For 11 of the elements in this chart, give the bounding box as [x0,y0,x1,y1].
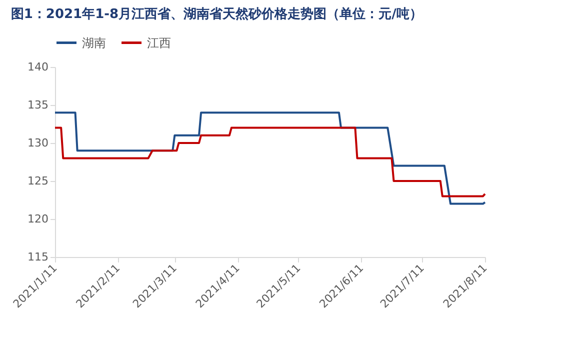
y-tick-label: 115 [28,250,48,264]
line-series [54,126,486,198]
legend-label: 江西 [147,36,171,50]
y-tick-label: 140 [28,60,48,74]
line-series [54,112,486,205]
y-tick-label: 125 [28,174,48,188]
chart-title: 图1：2021年1-8月江西省、湖南省天然砂价格走势图（单位：元/吨） [10,6,422,22]
y-tick-label: 130 [28,136,48,150]
legend-label: 湖南 [82,36,106,50]
y-tick-label: 120 [28,212,48,226]
y-tick-label: 135 [28,98,48,112]
